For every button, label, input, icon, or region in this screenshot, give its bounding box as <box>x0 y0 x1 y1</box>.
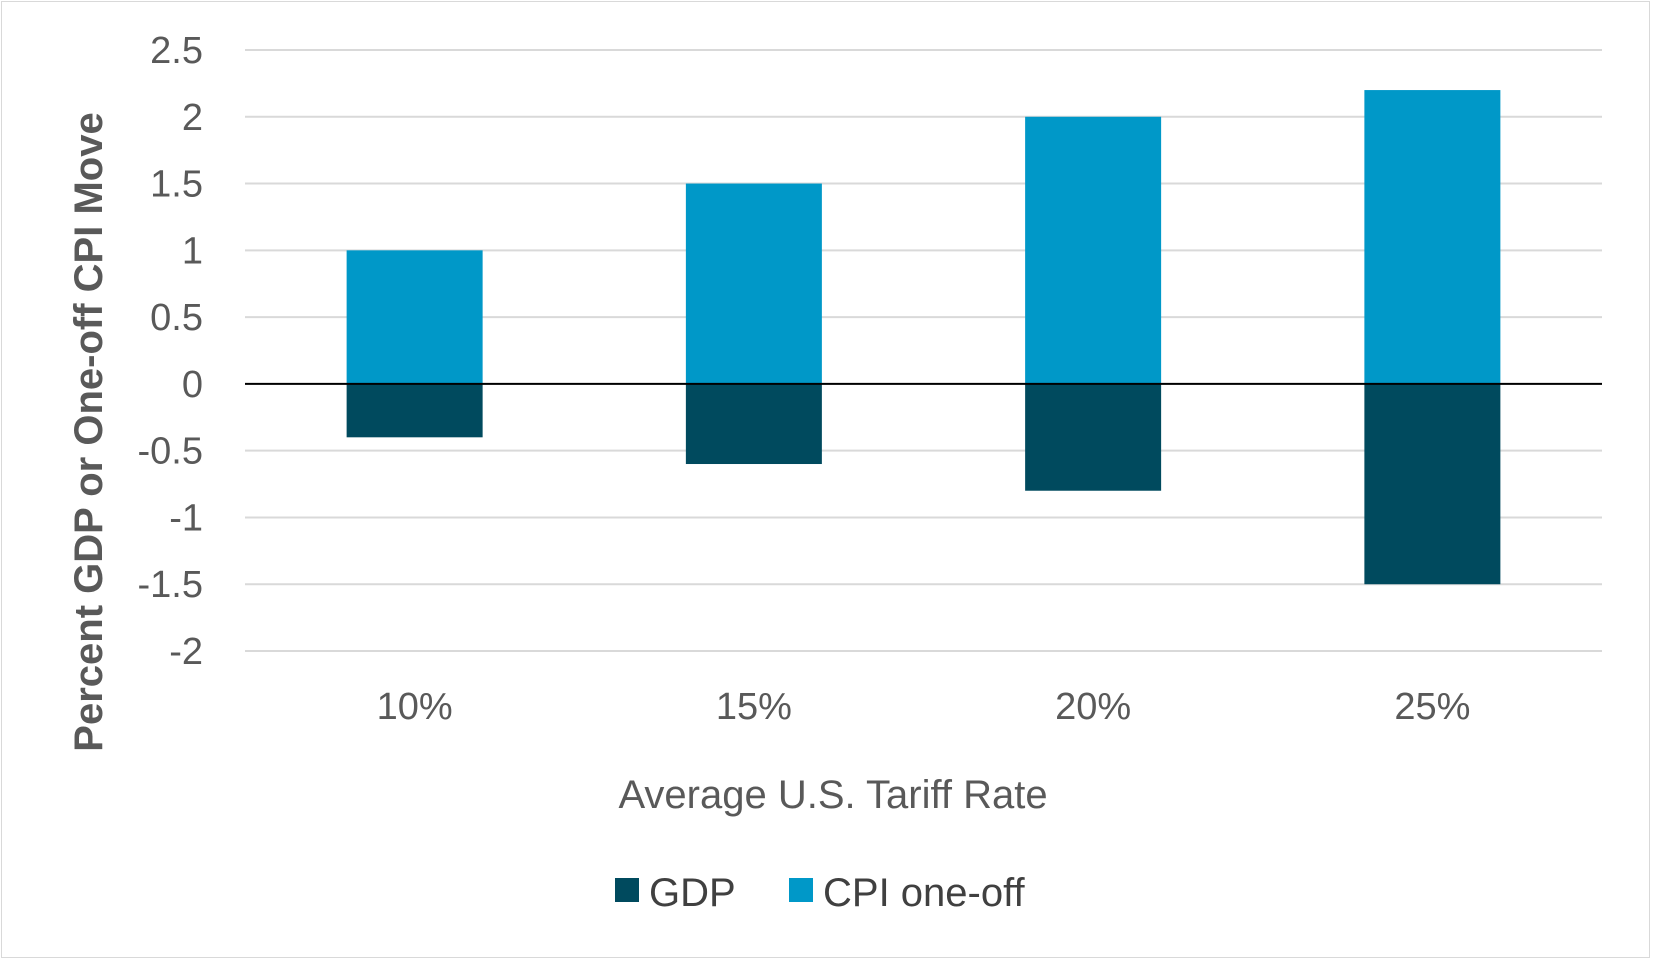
bar-gdp <box>685 383 822 465</box>
x-tick-label: 10% <box>377 686 453 728</box>
bar-cpi-one-off <box>685 183 822 384</box>
bar-gdp <box>1025 383 1162 491</box>
bar-cpi-one-off <box>1025 116 1162 384</box>
y-tick-label: 0 <box>182 364 203 406</box>
y-tick-label: 1.5 <box>150 164 203 206</box>
y-tick-label: -1.5 <box>138 564 203 606</box>
y-tick-labels: 2.5 2 1.5 1 0.5 0 -0.5 -1 -1.5 -2 <box>138 30 203 673</box>
bars <box>346 90 1501 585</box>
bar-cpi-one-off <box>1364 90 1501 384</box>
x-tick-labels: 10% 15% 20% 25% <box>377 686 1471 728</box>
x-axis-title: Average U.S. Tariff Rate <box>618 773 1047 817</box>
y-tick-label: 0.5 <box>150 297 203 339</box>
legend-label-cpi-one-off: CPI one-off <box>823 871 1025 915</box>
y-tick-label: 2 <box>182 97 203 139</box>
y-tick-label: -2 <box>169 631 203 673</box>
y-tick-label: 2.5 <box>150 30 203 72</box>
bar-gdp <box>346 383 483 438</box>
x-tick-label: 20% <box>1055 686 1131 728</box>
legend: GDP CPI one-off <box>615 871 1025 915</box>
bar-gdp <box>1364 383 1501 585</box>
y-axis-title: Percent GDP or One-off CPI Move <box>67 112 111 751</box>
legend-label-gdp: GDP <box>649 871 736 915</box>
y-tick-label: -0.5 <box>138 431 203 473</box>
x-tick-label: 15% <box>716 686 792 728</box>
x-tick-label: 25% <box>1394 686 1470 728</box>
legend-swatch-gdp <box>615 878 639 902</box>
legend-swatch-cpi-one-off <box>789 878 813 902</box>
bar-cpi-one-off <box>346 250 483 384</box>
y-tick-label: 1 <box>182 230 203 272</box>
y-tick-label: -1 <box>169 497 203 539</box>
